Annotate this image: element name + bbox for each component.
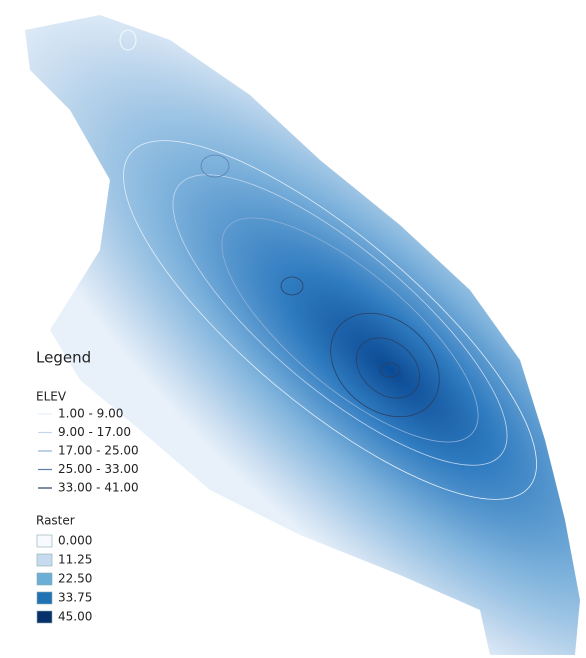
elev-label: 1.00 - 9.00 [58,407,123,421]
elev-label: 17.00 - 25.00 [58,444,139,458]
raster-swatch [37,573,52,585]
raster-label: 11.25 [58,553,92,567]
elev-label: 9.00 - 17.00 [58,425,131,439]
raster-swatch [37,592,52,604]
map: Legend ELEV Raster 1.00 - 9.00 9.00 - 17.… [0,0,586,658]
elev-label: 33.00 - 41.00 [58,481,139,495]
raster-surface [25,15,580,655]
raster-swatch [37,611,52,623]
raster-swatch [37,554,52,566]
legend-title: Legend [36,349,91,367]
raster-label: 0.000 [58,534,92,548]
raster-label: 45.00 [58,610,92,624]
elev-label: 25.00 - 33.00 [58,462,139,476]
legend-section-title: ELEV [36,390,67,404]
raster-label: 33.75 [58,591,92,605]
raster-swatch [37,535,52,547]
legend-section-title: Raster [36,514,75,528]
raster-label: 22.50 [58,572,92,586]
